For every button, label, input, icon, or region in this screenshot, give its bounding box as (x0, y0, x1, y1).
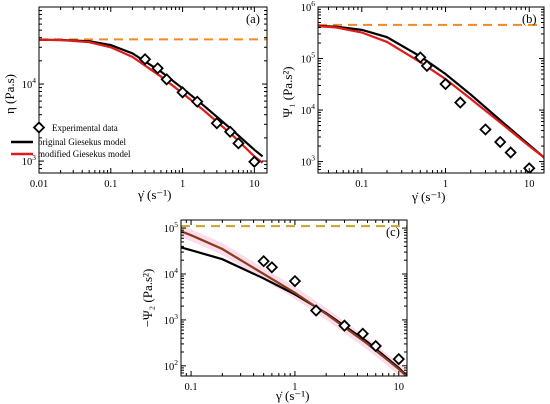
series-line-modified (318, 25, 544, 159)
panel-b-label: (b) (522, 12, 537, 26)
experimental-point (504, 146, 517, 159)
x-tick-label: 1 (292, 382, 297, 393)
experimental-point (392, 352, 405, 366)
experimental-point (232, 137, 245, 150)
experimental-point (479, 123, 492, 136)
panel-a-ylabel: η (Pa.s) (2, 74, 17, 114)
y-tick-label: 104 (22, 76, 37, 91)
legend-marker-experimental (32, 121, 46, 134)
experimental-point (356, 327, 369, 340)
x-tick-label: 1 (180, 179, 185, 190)
experimental-point (493, 135, 507, 149)
panel-a: 0.01 0.1 1 10 103 104 (a) γ̇ (s⁻¹) η (Pa.s) E… (2, 6, 268, 202)
y-tick-label: 105 (301, 51, 316, 66)
y-tick-label: 103 (301, 154, 316, 169)
y-tick-label: 102 (164, 358, 179, 373)
panel-c-ylabel: −Ψ₂ (Pa.s²) (140, 269, 155, 328)
panel-a-xlabel: γ̇ (s⁻¹) (137, 187, 171, 202)
experimental-point (257, 254, 270, 268)
experimental-point (248, 155, 261, 168)
panel-b-frame (317, 6, 545, 174)
y-tick-label: 106 (301, 0, 316, 14)
series-line-model_c (181, 230, 407, 376)
experimental-point (191, 95, 204, 108)
y-tick-label: 104 (164, 266, 179, 281)
experimental-point (223, 125, 237, 139)
experimental-point (420, 59, 434, 73)
y-tick-label: 105 (164, 220, 179, 235)
experimental-point (138, 52, 152, 66)
legend-label-modified: modified Giesekus model (38, 149, 131, 159)
panel-a-plot (39, 38, 267, 168)
panel-b: 0.1 1 10 103 104 105 106 (b) γ̇ (s⁻¹) Ψ₁ (Pa.s… (280, 0, 545, 204)
x-tick-label: 0.1 (355, 179, 368, 190)
panel-a-legend: Experimental data original Giesekus mode… (11, 121, 131, 159)
experimental-point (439, 77, 452, 91)
experimental-point (288, 274, 302, 288)
experimental-point (210, 116, 224, 130)
experimental-point (454, 96, 467, 109)
panel-b-xlabel: γ̇ (s⁻¹) (411, 189, 445, 204)
panel-b-plot (318, 23, 544, 173)
experimental-point (160, 73, 173, 86)
experimental-point (309, 304, 323, 317)
panel-a-frame (38, 6, 268, 174)
x-tick-label: 10 (394, 382, 405, 393)
panel-c-plot (181, 225, 407, 376)
series-line-original (181, 246, 407, 376)
x-tick-label: 0.1 (104, 179, 117, 190)
series-line-original (318, 24, 544, 159)
experimental-point (414, 51, 427, 64)
legend-label-experimental: Experimental data (52, 123, 118, 133)
experimental-point (369, 339, 382, 353)
x-tick-label: 0.1 (185, 382, 198, 393)
legend-label-original: original Giesekus model (38, 137, 126, 147)
y-tick-label: 103 (22, 153, 37, 168)
panel-c-xlabel: γ̇ (s⁻¹) (275, 388, 309, 403)
panel-c-band (181, 225, 407, 376)
experimental-point (151, 62, 164, 75)
panel-b-ylabel: Ψ₁ (Pa.s²) (280, 66, 295, 117)
panel-c-label: (c) (386, 225, 400, 239)
experimental-point (176, 86, 189, 99)
experimental-point (265, 261, 279, 274)
x-tick-label: 10 (524, 179, 535, 190)
y-tick-label: 103 (164, 312, 179, 327)
panel-a-label: (a) (246, 12, 260, 26)
panel-b-ticks: 0.1 1 10 103 104 105 106 (301, 0, 544, 190)
panel-a-ticks: 0.01 0.1 1 10 103 104 (22, 6, 267, 190)
panel-c-ticks: 0.1 1 10 102 103 104 105 (164, 220, 407, 393)
y-tick-label: 104 (301, 102, 316, 117)
x-tick-label: 1 (443, 179, 448, 190)
x-tick-label: 0.01 (30, 179, 48, 190)
x-tick-label: 10 (249, 179, 260, 190)
experimental-point (338, 319, 351, 332)
panel-c: 0.1 1 10 102 103 104 105 (c) γ̇ (s⁻¹) −Ψ₂ (Pa.… (140, 219, 408, 403)
